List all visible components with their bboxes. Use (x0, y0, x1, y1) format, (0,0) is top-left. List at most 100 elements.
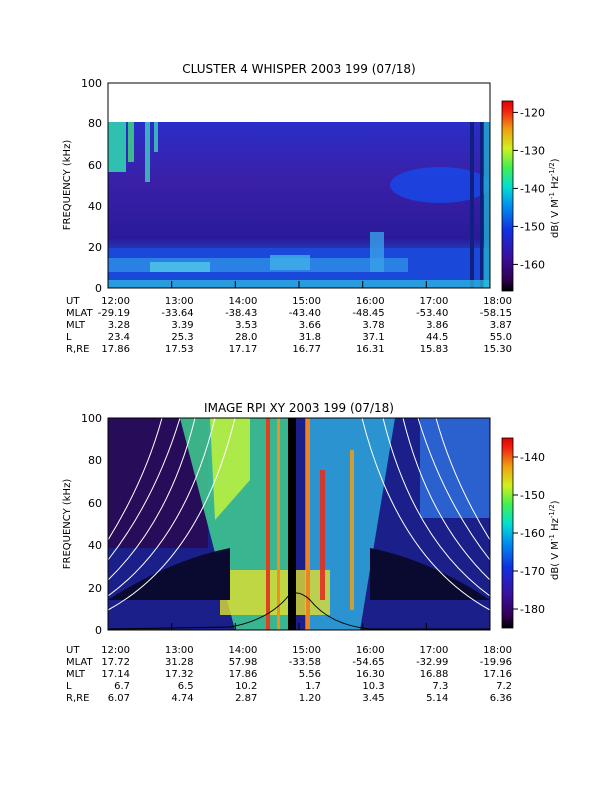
trace-curve (108, 418, 181, 561)
spectrogram-region (266, 418, 270, 630)
ephemeris-value: 31.8 (299, 332, 321, 343)
colorbar-tick-label: -180 (520, 603, 545, 616)
panel-1-title: CLUSTER 4 WHISPER 2003 199 (07/18) (182, 62, 415, 76)
panel-cluster: CLUSTER 4 WHISPER 2003 199 (07/18) FREQU… (62, 62, 561, 355)
ephemeris-value: 16:00 (356, 296, 385, 307)
spectrogram-region (370, 232, 384, 272)
panel-2-ephemeris: UT MLAT MLT L R,RE (66, 645, 93, 704)
ephemeris-value: 18:00 (483, 645, 512, 656)
spectrogram-region (108, 122, 126, 172)
trace-curve (402, 418, 490, 581)
panel-1-y-ticks: 0 20 40 60 80 100 (81, 77, 102, 295)
ephemeris-value: -29.19 (98, 308, 130, 319)
spectrogram-region (306, 418, 310, 630)
ephemeris-value: -33.64 (161, 308, 193, 319)
ephemeris-value: 37.1 (362, 332, 384, 343)
y-tick-label: 0 (95, 624, 102, 637)
colorbar-tick-label: -160 (520, 527, 545, 540)
ephemeris-value: 5.56 (299, 669, 321, 680)
spectrogram-region (288, 418, 296, 630)
panel-1-colorbar (501, 100, 514, 292)
ephemeris-value: 15:00 (292, 645, 321, 656)
ephemeris-value: 3.87 (490, 320, 512, 331)
colorbar-tick-label: -140 (520, 182, 545, 195)
y-tick-label: 100 (81, 77, 102, 90)
ephemeris-value: -48.45 (352, 308, 384, 319)
ephemeris-value: 17.86 (229, 669, 258, 680)
ephemeris-value: 10.3 (362, 681, 384, 692)
ephemeris-value: 3.45 (362, 693, 384, 704)
ephemeris-label-r: R,RE (66, 344, 89, 355)
spectrogram-region (484, 122, 490, 288)
ephemeris-value: 16:00 (356, 645, 385, 656)
panel-1-ylabel: FREQUENCY (kHz) (62, 140, 73, 231)
ephemeris-value: 3.39 (171, 320, 193, 331)
ephemeris-value: 16.31 (356, 344, 385, 355)
panel-2-colorbar (501, 437, 514, 629)
trace-curve (108, 418, 216, 597)
ephemeris-value: 18:00 (483, 296, 512, 307)
ephemeris-value: 7.2 (496, 681, 512, 692)
colorbar-tick-label: -130 (520, 144, 545, 157)
panel-2-title: IMAGE RPI XY 2003 199 (07/18) (204, 401, 394, 415)
ephemeris-value: 10.2 (235, 681, 257, 692)
y-tick-label: 20 (88, 241, 102, 254)
ephemeris-value: 6.5 (178, 681, 194, 692)
spectrogram-region (370, 548, 490, 600)
panel-2-colorbar-label: dB( V M-1 Hz-1/2) (548, 500, 561, 580)
ephemeris-value: 3.78 (362, 320, 384, 331)
ephemeris-value: -53.40 (416, 308, 448, 319)
ephemeris-value: 17.72 (101, 657, 130, 668)
ephemeris-value: 55.0 (490, 332, 512, 343)
ephemeris-value: 14:00 (229, 645, 258, 656)
ephemeris-label-l: L (66, 681, 72, 692)
colorbar-tick-label: -150 (520, 489, 545, 502)
ephemeris-value: 3.53 (235, 320, 257, 331)
ephemeris-value: 5.14 (426, 693, 448, 704)
ephemeris-value: 1.7 (305, 681, 321, 692)
ephemeris-value: 44.5 (426, 332, 448, 343)
ephemeris-value: 16.88 (420, 669, 449, 680)
ephemeris-value: 17:00 (420, 645, 449, 656)
ephemeris-value: 16.77 (292, 344, 321, 355)
y-tick-label: 20 (88, 582, 102, 595)
spectrogram-region (320, 470, 325, 600)
panel-image: IMAGE RPI XY 2003 199 (07/18) (62, 401, 561, 704)
trace-curve (435, 418, 490, 541)
spectrogram-region (270, 255, 310, 270)
spectrogram-region (390, 167, 490, 203)
panel-2-ephemeris-values: 12:00 13:00 14:00 15:00 16:00 17:00 18:00 17.72… (101, 645, 512, 704)
colorbar-tick-label: -150 (520, 220, 545, 233)
ephemeris-label-l: L (66, 332, 72, 343)
ephemeris-value: 3.66 (299, 320, 321, 331)
spectrogram-region (277, 418, 280, 630)
ephemeris-value: 17.14 (101, 669, 130, 680)
ephemeris-label-mlat: MLAT (66, 657, 93, 668)
ephemeris-label-mlt: MLT (66, 320, 86, 331)
y-tick-label: 80 (88, 454, 102, 467)
ephemeris-value: 2.87 (235, 693, 257, 704)
trace-curve (108, 418, 236, 611)
ephemeris-value: 31.28 (165, 657, 194, 668)
spectrogram-region (108, 548, 230, 600)
ephemeris-value: 16.30 (356, 669, 385, 680)
ephemeris-value: 17:00 (420, 296, 449, 307)
spectrogram-region (350, 450, 354, 610)
ephemeris-value: 7.3 (432, 681, 448, 692)
ephemeris-value: 23.4 (108, 332, 130, 343)
ephemeris-value: 6.07 (108, 693, 130, 704)
spectrogram-region (220, 570, 330, 615)
panel-2-ylabel: FREQUENCY (kHz) (62, 479, 73, 570)
panel-1-colorbar-label: dB( V M-1 Hz-1/2) (548, 158, 561, 238)
spectrogram-region (480, 122, 483, 288)
ephemeris-value: 17.32 (165, 669, 194, 680)
y-tick-label: 0 (95, 282, 102, 295)
colorbar-tick-label: -160 (520, 258, 545, 271)
ephemeris-value: -54.65 (352, 657, 384, 668)
ephemeris-value: 57.98 (229, 657, 258, 668)
trace-curve (108, 418, 196, 581)
panel-1-spectrogram (108, 122, 490, 288)
ephemeris-value: -43.40 (289, 308, 321, 319)
ephemeris-value: 4.74 (171, 693, 193, 704)
